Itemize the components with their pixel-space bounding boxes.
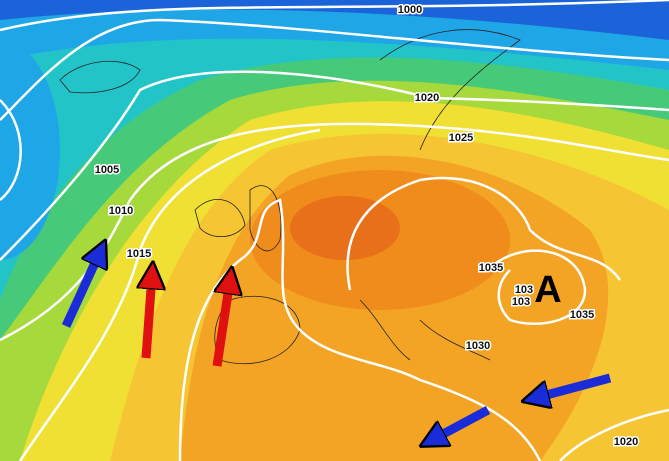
isobar-label: 1015 (127, 248, 151, 260)
isobar-label: 1020 (614, 436, 638, 448)
isobar-label: 103 (512, 296, 530, 308)
wind-arrow (61, 252, 100, 328)
coastline (379, 29, 521, 151)
isobar (346, 176, 622, 291)
wind-arrow (535, 373, 612, 398)
isobar (178, 198, 542, 461)
isobar (559, 408, 669, 461)
isobar (0, 70, 669, 261)
coastlines (59, 29, 521, 365)
isobar (489, 249, 587, 325)
isobar (18, 128, 321, 461)
wind-arrow (212, 280, 230, 367)
wind-arrows (61, 252, 612, 440)
isobar-label: 1005 (95, 164, 119, 176)
isobar (0, 99, 22, 201)
labels: 1000 1020 1025 1005 1010 1015 1035 1030 … (93, 2, 639, 449)
isobar-label: 1030 (466, 340, 490, 352)
coastline (214, 295, 301, 365)
isobar-label: 1035 (570, 309, 594, 321)
field-band (290, 196, 400, 260)
isobar (0, 18, 669, 121)
field-band (0, 40, 60, 260)
high-pressure-label: A (534, 269, 561, 311)
isobar-label: 1000 (398, 4, 422, 16)
wind-arrow (146, 275, 152, 359)
isobar-label: 103 (515, 284, 533, 296)
coastline (59, 60, 141, 94)
isobar-label: 1010 (109, 205, 133, 217)
coastline (359, 299, 491, 361)
isobar (0, 0, 669, 32)
isobar-label: 1020 (415, 92, 439, 104)
wind-arrow (432, 406, 491, 440)
isobar-label: 1025 (449, 132, 473, 144)
isobar-label: 1035 (479, 262, 503, 274)
